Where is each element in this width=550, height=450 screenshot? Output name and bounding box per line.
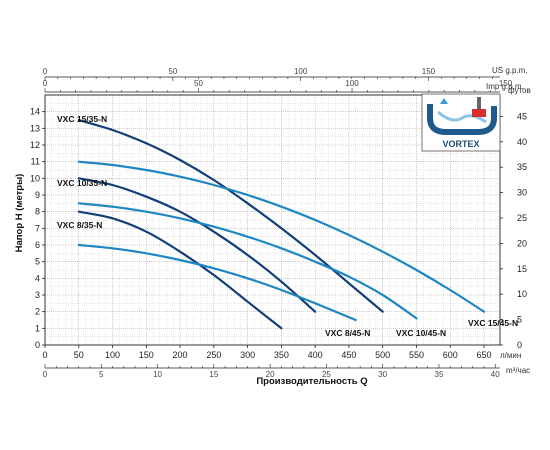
x-tick-label: 0: [42, 350, 47, 360]
flow-arrow-icon: [440, 98, 448, 104]
y-tick-label: 13: [30, 123, 40, 133]
usgpm-tick-label: 150: [422, 67, 436, 76]
x-unit-usgpm: US g.p.m.: [492, 66, 528, 75]
x-tick-label: 450: [341, 350, 356, 360]
y-axis-title: Напор H (метры): [14, 174, 25, 253]
x-tick-label: 300: [240, 350, 255, 360]
m3h-tick-label: 5: [99, 370, 104, 379]
x-tick-label: 100: [105, 350, 120, 360]
x-tick-label: 200: [173, 350, 188, 360]
series-label-vxc-15-45-n: VXC 15/45-N: [468, 318, 518, 328]
y-tick-label: 11: [31, 157, 40, 167]
m3h-tick-label: 10: [153, 370, 162, 379]
usgpm-tick-label: 0: [43, 67, 48, 76]
x-unit-primary: л/мин: [500, 351, 521, 360]
m3h-tick-label: 40: [491, 370, 500, 379]
series-line-vxc-15-35-n: [77, 118, 384, 313]
pump-housing-shape: [427, 104, 497, 135]
y-tick-label: 4: [35, 273, 40, 283]
series-line-vxc-15-45-n: [77, 160, 486, 313]
impeller-shape: [472, 109, 486, 117]
usgpm-tick-label: 100: [294, 67, 308, 76]
series-line-vxc-8-45-n: [77, 243, 357, 322]
m3h-tick-label: 30: [378, 370, 387, 379]
inset-box: [421, 93, 501, 152]
x-tick-label: 600: [443, 350, 458, 360]
x-tick-label: 350: [274, 350, 289, 360]
feet-tick-label: 20: [517, 238, 527, 248]
feet-tick-label: 25: [517, 213, 527, 223]
x-tick-label: 650: [476, 350, 491, 360]
y-unit-feet: футов: [508, 86, 531, 95]
feet-tick-label: 15: [517, 264, 527, 274]
series-curves: [77, 118, 486, 330]
series-label-vxc-10-45-n: VXC 10/45-N: [396, 328, 446, 338]
y-tick-label: 14: [30, 107, 40, 117]
impgpm-tick-label: 50: [194, 79, 203, 88]
y-tick-label: 2: [35, 307, 40, 317]
feet-tick-label: 5: [517, 315, 522, 325]
y-tick-label: 0: [35, 340, 40, 350]
m3h-tick-label: 20: [266, 370, 275, 379]
y-tick-label: 7: [35, 223, 40, 233]
feet-tick-label: 40: [517, 137, 527, 147]
y-tick-label: 12: [30, 140, 40, 150]
x-unit-impgpm: Imp g.p.m.: [486, 82, 524, 91]
m3h-tick-label: 0: [43, 370, 48, 379]
x-tick-label: 150: [139, 350, 154, 360]
y-tick-label: 3: [35, 290, 40, 300]
x-tick-label: 500: [375, 350, 390, 360]
impgpm-tick-label: 150: [499, 79, 513, 88]
y-tick-label: 1: [35, 323, 40, 333]
vortex-inset: VORTEX: [421, 93, 501, 152]
x-tick-label: 400: [308, 350, 323, 360]
impgpm-tick-label: 0: [43, 79, 48, 88]
feet-tick-label: 10: [517, 289, 527, 299]
x-tick-label: 50: [74, 350, 84, 360]
series-line-vxc-10-45-n: [77, 202, 418, 320]
series-label-vxc-10-35-n: VXC 10/35-N: [57, 178, 107, 188]
series-label-vxc-15-35-n: VXC 15/35-N: [57, 114, 107, 124]
grid: [44, 94, 500, 346]
flow-shape: [437, 110, 487, 124]
y-tick-label: 5: [35, 257, 40, 267]
feet-tick-label: 45: [517, 111, 527, 121]
series-labels: VXC 8/35-N VXC 10/35-N VXC 15/35-N VXC 8/45…: [57, 114, 518, 338]
m3h-tick-label: 15: [209, 370, 218, 379]
y-tick-label: 8: [35, 207, 40, 217]
y-tick-label: 10: [30, 173, 40, 183]
plot-border: [44, 94, 501, 346]
m3h-tick-label: 25: [322, 370, 331, 379]
x-axis-title: Производительность Q: [256, 376, 367, 387]
y-tick-label: 6: [35, 240, 40, 250]
series-line-vxc-10-35-n: [77, 177, 317, 313]
shaft-shape: [477, 97, 481, 109]
m3h-tick-label: 35: [435, 370, 444, 379]
y-tick-label: 9: [35, 190, 40, 200]
feet-tick-label: 35: [517, 162, 527, 172]
feet-tick-label: 30: [517, 188, 527, 198]
series-label-vxc-8-45-n: VXC 8/45-N: [325, 328, 370, 338]
inset-label: VORTEX: [442, 139, 479, 149]
x-tick-label: 250: [206, 350, 221, 360]
series-label-vxc-8-35-n: VXC 8/35-N: [57, 220, 102, 230]
x-unit-m3h: m³/час: [506, 366, 530, 375]
feet-tick-label: 0: [517, 340, 522, 350]
usgpm-tick-label: 50: [168, 67, 177, 76]
series-line-vxc-8-35-n: [77, 210, 283, 330]
impgpm-tick-label: 100: [345, 79, 359, 88]
x-tick-label: 550: [409, 350, 424, 360]
plot-frame: [44, 94, 501, 346]
